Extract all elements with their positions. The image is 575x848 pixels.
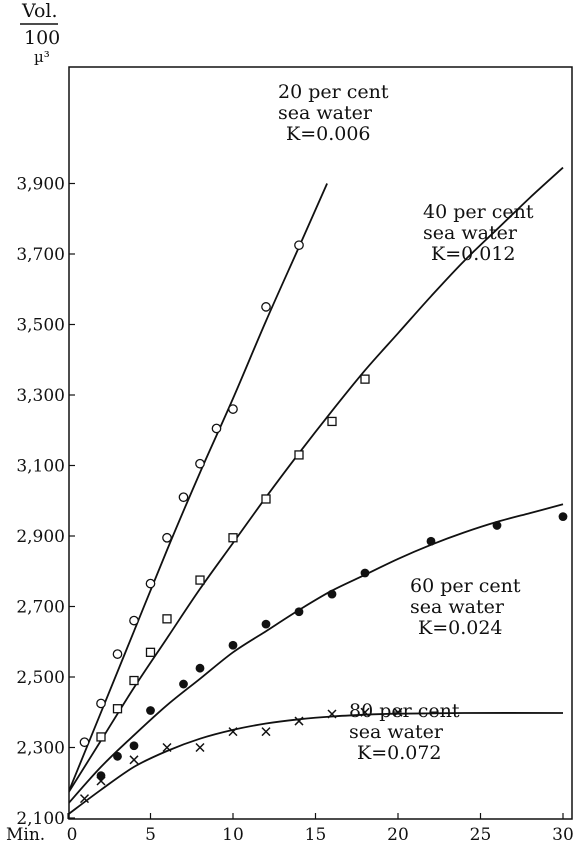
series-4-point bbox=[195, 742, 205, 753]
series-4-point bbox=[129, 755, 139, 765]
series-3-point bbox=[179, 679, 188, 689]
series-2-label-line: K=0.012 bbox=[431, 243, 516, 265]
y-tick-label: 3,900 bbox=[16, 175, 65, 195]
series-1-point bbox=[195, 458, 205, 469]
series-2-point bbox=[145, 647, 156, 657]
series-3-label-line: 60 per cent bbox=[410, 575, 521, 597]
y-tick-label: 2,500 bbox=[16, 668, 65, 688]
series-1-point bbox=[228, 404, 238, 414]
y-tick-label: 3,500 bbox=[16, 316, 65, 336]
x-tick-label: 5 bbox=[145, 825, 156, 845]
y-axis-title: Vol. 100 µ³ bbox=[20, 0, 60, 66]
x-tick-label: 15 bbox=[305, 825, 327, 845]
series-4-point bbox=[96, 776, 106, 786]
series-4-curve bbox=[69, 712, 564, 815]
series-4-point bbox=[327, 709, 337, 719]
ylabel-unit: µ³ bbox=[34, 48, 50, 66]
series-3-point bbox=[294, 607, 304, 617]
series-2-label-line: sea water bbox=[423, 222, 518, 244]
x-ticks: 0 5 10 15 20 25 30 bbox=[67, 813, 574, 845]
series-2-point bbox=[96, 732, 106, 742]
series-1-point bbox=[96, 698, 106, 709]
series-2-point bbox=[327, 416, 337, 427]
series-1-label-line: K=0.006 bbox=[286, 123, 371, 145]
series-4-point bbox=[79, 794, 90, 804]
series-1-point bbox=[145, 578, 156, 589]
y-tick-label: 2,300 bbox=[16, 739, 65, 759]
points bbox=[79, 240, 568, 804]
series-1-point bbox=[261, 302, 271, 312]
series-2-point bbox=[294, 450, 304, 460]
xlabel: Min. bbox=[6, 825, 45, 845]
x-tick-label: 10 bbox=[222, 825, 244, 845]
series-2-label-line: 40 per cent bbox=[423, 201, 534, 223]
series-2-point bbox=[195, 575, 205, 585]
y-tick-label: 3,100 bbox=[16, 457, 65, 477]
plot-frame bbox=[68, 66, 573, 820]
series-4-point bbox=[261, 727, 271, 737]
ylabel-bottom: 100 bbox=[24, 27, 60, 49]
series-3-curve bbox=[69, 503, 564, 805]
series-1-point bbox=[79, 737, 90, 748]
series-4-point bbox=[393, 707, 403, 717]
series-1-point bbox=[178, 492, 189, 503]
series-2-point bbox=[162, 614, 172, 624]
series-3-point bbox=[261, 619, 271, 629]
series-2-curve bbox=[69, 166, 564, 794]
series-3-point bbox=[113, 751, 122, 761]
series-3-point bbox=[327, 589, 337, 599]
curves bbox=[69, 166, 564, 815]
y-tick-label: 3,700 bbox=[16, 245, 65, 265]
y-tick-label: 2,100 bbox=[16, 809, 65, 829]
series-2-point bbox=[112, 704, 123, 714]
series-2-point bbox=[228, 533, 238, 543]
series-4-point bbox=[360, 707, 370, 717]
series-3-point bbox=[129, 741, 139, 751]
series-1-curve bbox=[69, 183, 328, 794]
series-3-label-line: K=0.024 bbox=[418, 617, 503, 639]
series-1-point bbox=[211, 423, 222, 434]
x-tick-label: 30 bbox=[552, 825, 574, 845]
series-1-label-line: sea water bbox=[278, 102, 373, 124]
series-2-point bbox=[129, 675, 139, 686]
series-4-label-line: K=0.072 bbox=[357, 742, 442, 764]
series-1-point bbox=[112, 649, 123, 659]
series-4-label-line: 80 per cent bbox=[349, 700, 460, 722]
series-4-point bbox=[294, 716, 304, 726]
y-ticks: 2,100 2,300 2,500 2,700 2,900 3,100 3,300 3,500… bbox=[16, 175, 75, 829]
y-tick-label: 3,300 bbox=[16, 386, 65, 406]
series-3-point bbox=[558, 512, 568, 522]
series-2-point bbox=[261, 494, 271, 504]
ylabel-top: Vol. bbox=[21, 0, 58, 22]
series-2-point bbox=[360, 374, 370, 384]
series-1-point bbox=[294, 240, 304, 251]
y-tick-label: 2,900 bbox=[16, 527, 65, 547]
y-tick-label: 2,700 bbox=[16, 598, 65, 618]
series-1-point bbox=[162, 532, 172, 543]
series-3-point bbox=[492, 521, 502, 530]
series-3-point bbox=[360, 568, 370, 578]
x-tick-label: 25 bbox=[470, 825, 492, 845]
series-4-label-line: sea water bbox=[349, 721, 444, 743]
series-3-point bbox=[426, 536, 436, 546]
x-tick-label: 0 bbox=[67, 825, 78, 845]
x-tick-label: 20 bbox=[387, 825, 409, 845]
series-1-label-line: 20 per cent bbox=[278, 81, 389, 103]
series-4-point bbox=[162, 742, 172, 753]
series-3-point bbox=[195, 663, 205, 673]
series-1-point bbox=[129, 615, 139, 626]
series-3-label-line: sea water bbox=[410, 596, 505, 618]
series-3-point bbox=[228, 640, 238, 650]
series-3-point bbox=[146, 706, 155, 715]
series-4-point bbox=[228, 727, 238, 737]
